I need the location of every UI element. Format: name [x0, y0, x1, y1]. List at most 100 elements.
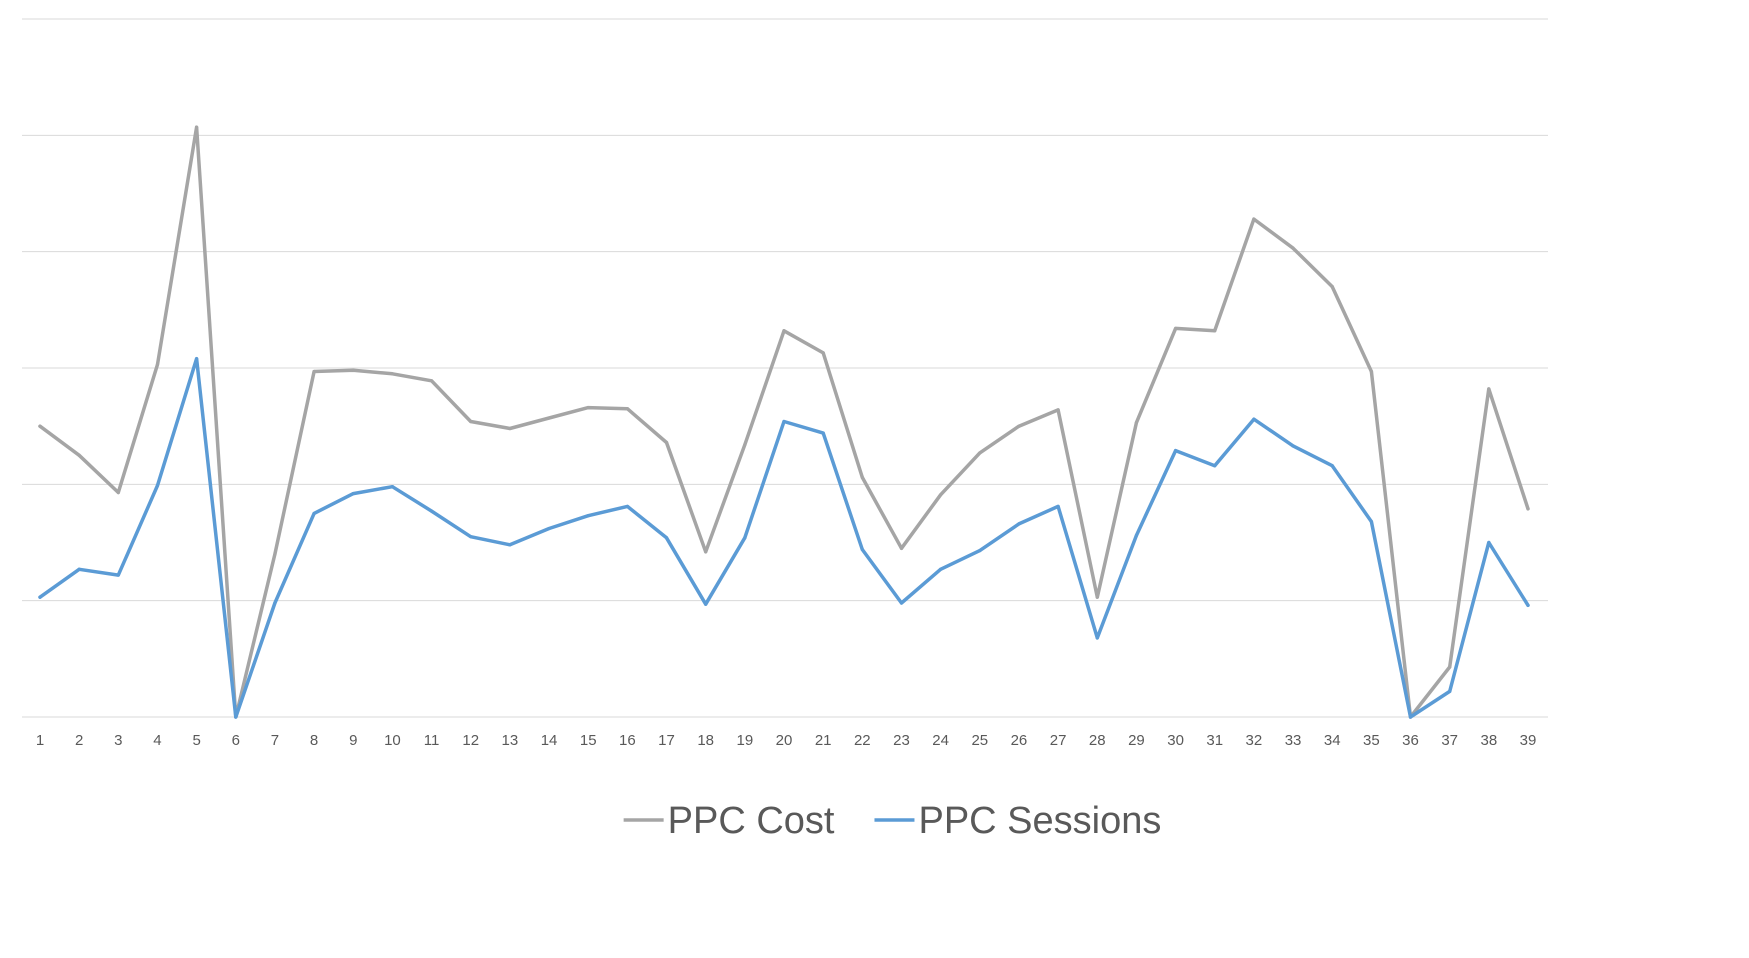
data-point-ppc-sessions-12 — [469, 535, 473, 539]
x-axis-tick-labels: 1 2 3 4 5 6 7 8 9 10 11 12 13 14 15 16 17 18 19 20 21 22 23 24 2… — [36, 732, 1537, 749]
data-point-ppc-cost-15 — [586, 405, 590, 410]
x-tick-label: 32 — [1246, 732, 1263, 749]
data-point-ppc-sessions-28 — [1095, 636, 1099, 640]
data-point-ppc-cost-16 — [625, 407, 629, 411]
legend: PPC Cost PPC Sessions — [623, 800, 1161, 842]
x-tick-label: 4 — [153, 732, 161, 749]
data-point-ppc-cost-17 — [664, 440, 669, 445]
x-tick-label: 16 — [619, 732, 636, 749]
data-point-ppc-cost-21 — [821, 351, 825, 355]
data-point-ppc-cost-5 — [195, 125, 199, 129]
x-tick-label: 28 — [1089, 732, 1106, 749]
data-point-ppc-sessions-11 — [429, 509, 434, 513]
data-point-ppc-cost-31 — [1213, 329, 1217, 333]
data-point-ppc-cost-10 — [390, 372, 395, 376]
x-tick-label: 5 — [192, 732, 200, 749]
x-tick-label: 22 — [854, 732, 871, 749]
x-tick-label: 11 — [424, 732, 440, 749]
data-point-ppc-cost-33 — [1291, 246, 1295, 250]
data-point-ppc-sessions-33 — [1291, 444, 1295, 448]
x-tick-label: 14 — [541, 732, 558, 749]
data-point-ppc-cost-8 — [312, 369, 316, 374]
data-point-ppc-cost-28 — [1095, 595, 1099, 599]
data-point-ppc-cost-11 — [429, 379, 434, 383]
series-layer — [38, 125, 1530, 719]
data-point-ppc-cost-23 — [899, 546, 904, 550]
data-point-ppc-cost-3 — [116, 490, 120, 495]
x-tick-label: 12 — [462, 732, 479, 749]
x-tick-label: 33 — [1285, 732, 1302, 749]
x-tick-label: 18 — [697, 732, 714, 749]
data-point-ppc-sessions-37 — [1448, 689, 1452, 694]
data-point-ppc-sessions-30 — [1173, 448, 1178, 453]
data-point-ppc-sessions-38 — [1487, 540, 1491, 545]
data-point-ppc-sessions-13 — [508, 543, 512, 547]
x-tick-label: 7 — [271, 732, 279, 749]
data-point-ppc-sessions-32 — [1252, 417, 1256, 421]
x-tick-label: 20 — [776, 732, 793, 749]
data-point-ppc-sessions-6 — [234, 715, 238, 719]
data-point-ppc-cost-22 — [860, 475, 864, 479]
data-point-ppc-cost-12 — [469, 419, 473, 424]
data-point-ppc-sessions-21 — [821, 431, 825, 435]
data-point-ppc-sessions-34 — [1330, 464, 1334, 468]
data-point-ppc-sessions-8 — [312, 511, 316, 516]
data-point-ppc-sessions-35 — [1369, 519, 1373, 524]
data-point-ppc-cost-1 — [38, 424, 42, 428]
data-point-ppc-cost-24 — [939, 493, 943, 497]
x-tick-label: 29 — [1128, 732, 1145, 749]
data-point-ppc-cost-35 — [1369, 369, 1373, 374]
x-tick-label: 24 — [932, 732, 949, 749]
data-point-ppc-sessions-10 — [390, 485, 395, 489]
legend-label-ppc-cost: PPC Cost — [668, 800, 835, 842]
data-point-ppc-cost-25 — [978, 451, 982, 455]
data-point-ppc-cost-30 — [1173, 326, 1178, 331]
data-point-ppc-sessions-19 — [743, 536, 747, 540]
x-tick-label: 39 — [1520, 732, 1537, 749]
data-point-ppc-cost-18 — [704, 550, 708, 554]
x-tick-label: 15 — [580, 732, 597, 749]
x-tick-label: 17 — [658, 732, 675, 749]
data-point-ppc-cost-9 — [351, 368, 355, 372]
x-tick-label: 36 — [1402, 732, 1419, 749]
data-point-ppc-cost-14 — [547, 416, 551, 420]
series-ppc-sessions — [38, 356, 1530, 719]
x-tick-label: 31 — [1206, 732, 1223, 749]
series-line-ppc-sessions — [38, 356, 1530, 719]
data-point-ppc-cost-7 — [273, 552, 277, 556]
data-point-ppc-sessions-22 — [860, 547, 864, 552]
data-point-ppc-sessions-39 — [1526, 603, 1530, 607]
data-point-ppc-sessions-4 — [155, 483, 160, 488]
data-point-ppc-cost-26 — [1017, 424, 1021, 428]
data-point-ppc-sessions-27 — [1056, 504, 1060, 509]
legend-item-ppc-sessions: PPC Sessions — [874, 800, 1161, 842]
data-point-ppc-cost-29 — [1134, 421, 1139, 425]
x-tick-label: 34 — [1324, 732, 1341, 749]
x-tick-label: 8 — [310, 732, 318, 749]
data-point-ppc-sessions-17 — [664, 536, 669, 540]
legend-label-ppc-sessions: PPC Sessions — [918, 800, 1161, 842]
data-point-ppc-sessions-31 — [1213, 464, 1217, 468]
x-tick-label: 21 — [815, 732, 832, 749]
data-point-ppc-sessions-18 — [704, 602, 708, 606]
data-point-ppc-sessions-29 — [1134, 533, 1139, 538]
data-point-ppc-sessions-20 — [782, 419, 786, 424]
x-tick-label: 30 — [1167, 732, 1184, 749]
data-point-ppc-sessions-9 — [351, 492, 355, 496]
x-tick-label: 19 — [736, 732, 753, 749]
data-point-ppc-cost-4 — [155, 362, 160, 367]
x-tick-label: 35 — [1363, 732, 1380, 749]
data-point-ppc-cost-38 — [1487, 387, 1491, 391]
data-point-ppc-cost-19 — [743, 443, 747, 447]
x-tick-label: 23 — [893, 732, 910, 749]
x-tick-label: 13 — [502, 732, 519, 749]
series-ppc-cost — [38, 125, 1530, 719]
data-point-ppc-cost-37 — [1448, 665, 1452, 669]
x-tick-label: 37 — [1441, 732, 1458, 749]
data-point-ppc-sessions-25 — [978, 549, 982, 553]
data-point-ppc-sessions-36 — [1408, 715, 1413, 719]
x-tick-label: 25 — [971, 732, 988, 749]
data-point-ppc-sessions-15 — [586, 514, 590, 518]
data-point-ppc-cost-2 — [77, 453, 81, 457]
